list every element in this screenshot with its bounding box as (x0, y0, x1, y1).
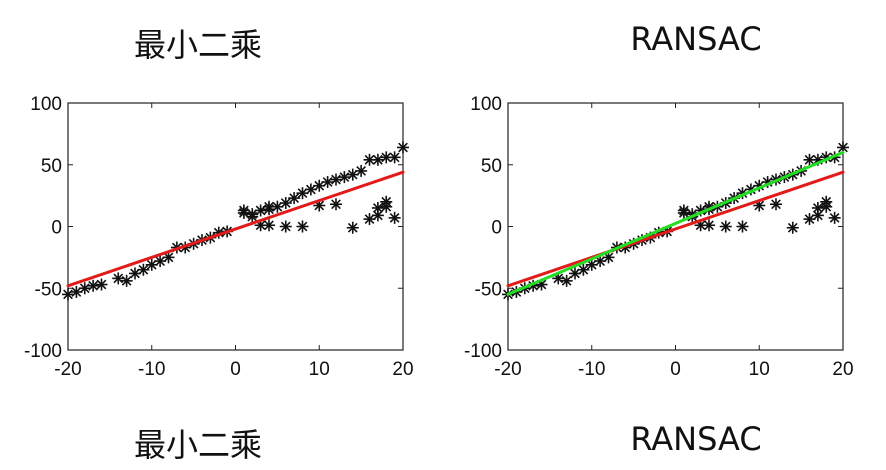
data-point (371, 209, 384, 222)
data-point (677, 206, 690, 219)
data-point (162, 251, 175, 264)
data-point (363, 153, 376, 166)
y-tick-label: -50 (475, 279, 502, 300)
y-tick-label: 100 (470, 94, 502, 115)
data-point (380, 151, 393, 164)
data-point (338, 171, 351, 184)
data-point (397, 141, 409, 154)
left-chart-caption: 最小二乘 (133, 426, 263, 464)
y-tick-label: -100 (24, 341, 62, 362)
x-tick-label: 0 (230, 359, 241, 380)
data-point (263, 200, 275, 213)
y-tick-label: -100 (464, 341, 502, 362)
data-point (803, 213, 816, 226)
data-point (296, 220, 309, 233)
data-point (770, 198, 782, 211)
data-point (703, 219, 715, 232)
x-tick-label: 10 (309, 359, 330, 380)
data-point (346, 221, 359, 234)
y-tick-label: 50 (41, 156, 62, 177)
y-tick-label: 0 (491, 218, 502, 239)
data-point (120, 274, 133, 287)
data-point (388, 211, 401, 224)
y-tick-label: 100 (30, 94, 62, 115)
data-point (786, 221, 799, 234)
data-point (560, 274, 573, 287)
data-point (330, 198, 342, 211)
left-chart-title: 最小二乘 (133, 26, 263, 64)
x-tick-label: 20 (832, 359, 853, 380)
data-point (279, 220, 292, 233)
y-tick-label: 0 (51, 218, 62, 239)
x-tick-label: -10 (578, 359, 605, 380)
data-point (380, 200, 393, 213)
data-point (753, 199, 766, 212)
y-tick-label: -50 (35, 279, 62, 300)
data-point (355, 164, 368, 177)
data-point (719, 220, 732, 233)
x-tick-label: -20 (494, 359, 521, 380)
data-point (246, 210, 259, 223)
data-point (820, 200, 833, 213)
data-point (577, 263, 590, 276)
data-point (296, 187, 309, 200)
data-point (279, 197, 292, 210)
data-point (254, 219, 267, 232)
x-tick-label: -20 (54, 359, 81, 380)
data-point (811, 209, 824, 222)
fit-line (66, 170, 405, 288)
right-chart-caption: RANSAC (630, 420, 762, 458)
data-point (95, 278, 108, 291)
data-point (828, 211, 841, 224)
data-point (263, 219, 275, 232)
data-point (736, 220, 749, 233)
x-tick-label: 10 (749, 359, 770, 380)
data-point (288, 192, 301, 205)
x-tick-label: 20 (392, 359, 413, 380)
data-point (137, 263, 150, 276)
fit-line (506, 150, 845, 296)
data-point (388, 151, 401, 164)
right-chart-title: RANSAC (630, 20, 762, 58)
x-tick-label: 0 (670, 359, 681, 380)
x-tick-label: -10 (138, 359, 165, 380)
data-point (87, 279, 100, 292)
data-point (129, 267, 141, 280)
fit-line (506, 170, 845, 288)
y-tick-label: 50 (481, 156, 502, 177)
